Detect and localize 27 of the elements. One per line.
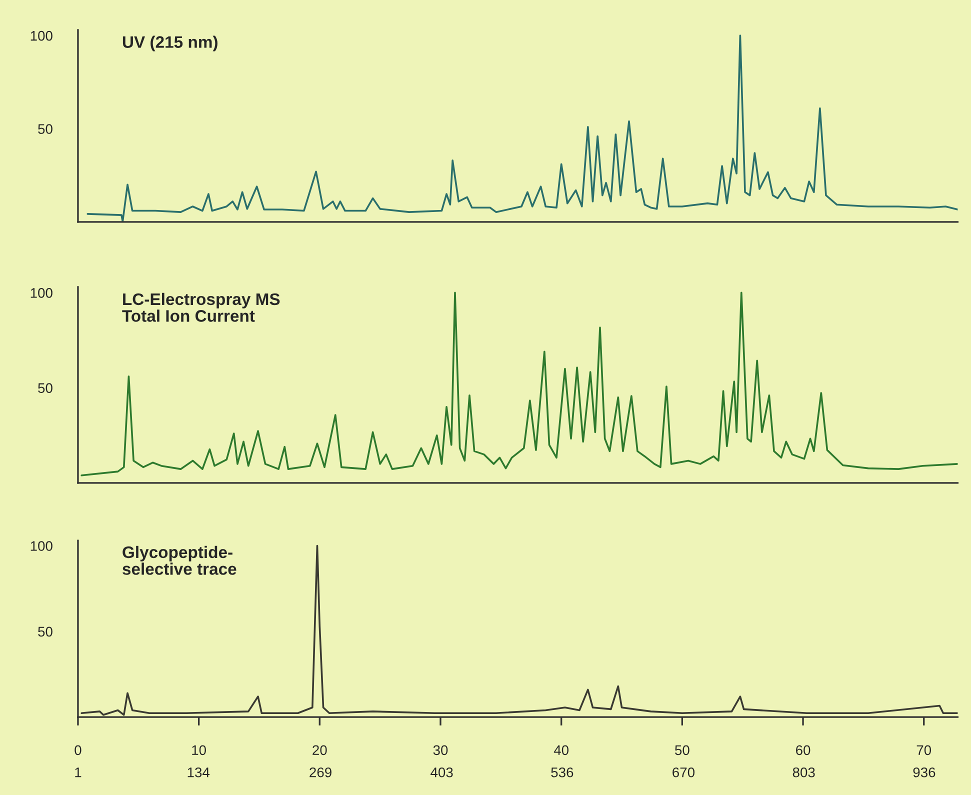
x2-tick-label: 134 (188, 767, 210, 778)
x-tick-label: 70 (916, 745, 932, 756)
x-tick-label: 10 (192, 745, 206, 756)
x2-tick-label: 536 (551, 767, 574, 778)
text: Glycopeptide- selective trace (122, 546, 236, 575)
x-tick-label: 0 (74, 745, 82, 756)
line-series (86, 34, 958, 222)
x-tick-label: 40 (554, 745, 569, 756)
x2-tick-label: 403 (430, 767, 453, 778)
x-tick-label: 50 (675, 745, 690, 756)
y-tick-label: 50 (38, 383, 52, 393)
x2-tick-label: 269 (310, 767, 332, 778)
chart-title: UV (215 nm) (122, 36, 218, 52)
x2-tick-label: 670 (672, 767, 695, 778)
text: LC-Electrospray MS Total Ion Current (122, 292, 280, 322)
x2-tick-label: 803 (792, 767, 815, 778)
y-tick-label: 100 (30, 30, 52, 41)
x2-tick-label: 1 (75, 768, 82, 778)
y-tick-label: 100 (30, 288, 52, 298)
x2-tick-label: 936 (913, 767, 936, 778)
x-tick-label: 60 (796, 745, 810, 756)
y-tick-label: 50 (38, 626, 52, 637)
x-tick-label: 20 (312, 745, 327, 756)
y-tick-label: 50 (38, 124, 52, 134)
y-tick-label: 100 (30, 541, 52, 551)
x-tick-label: 30 (433, 745, 448, 756)
line-series (80, 292, 958, 476)
